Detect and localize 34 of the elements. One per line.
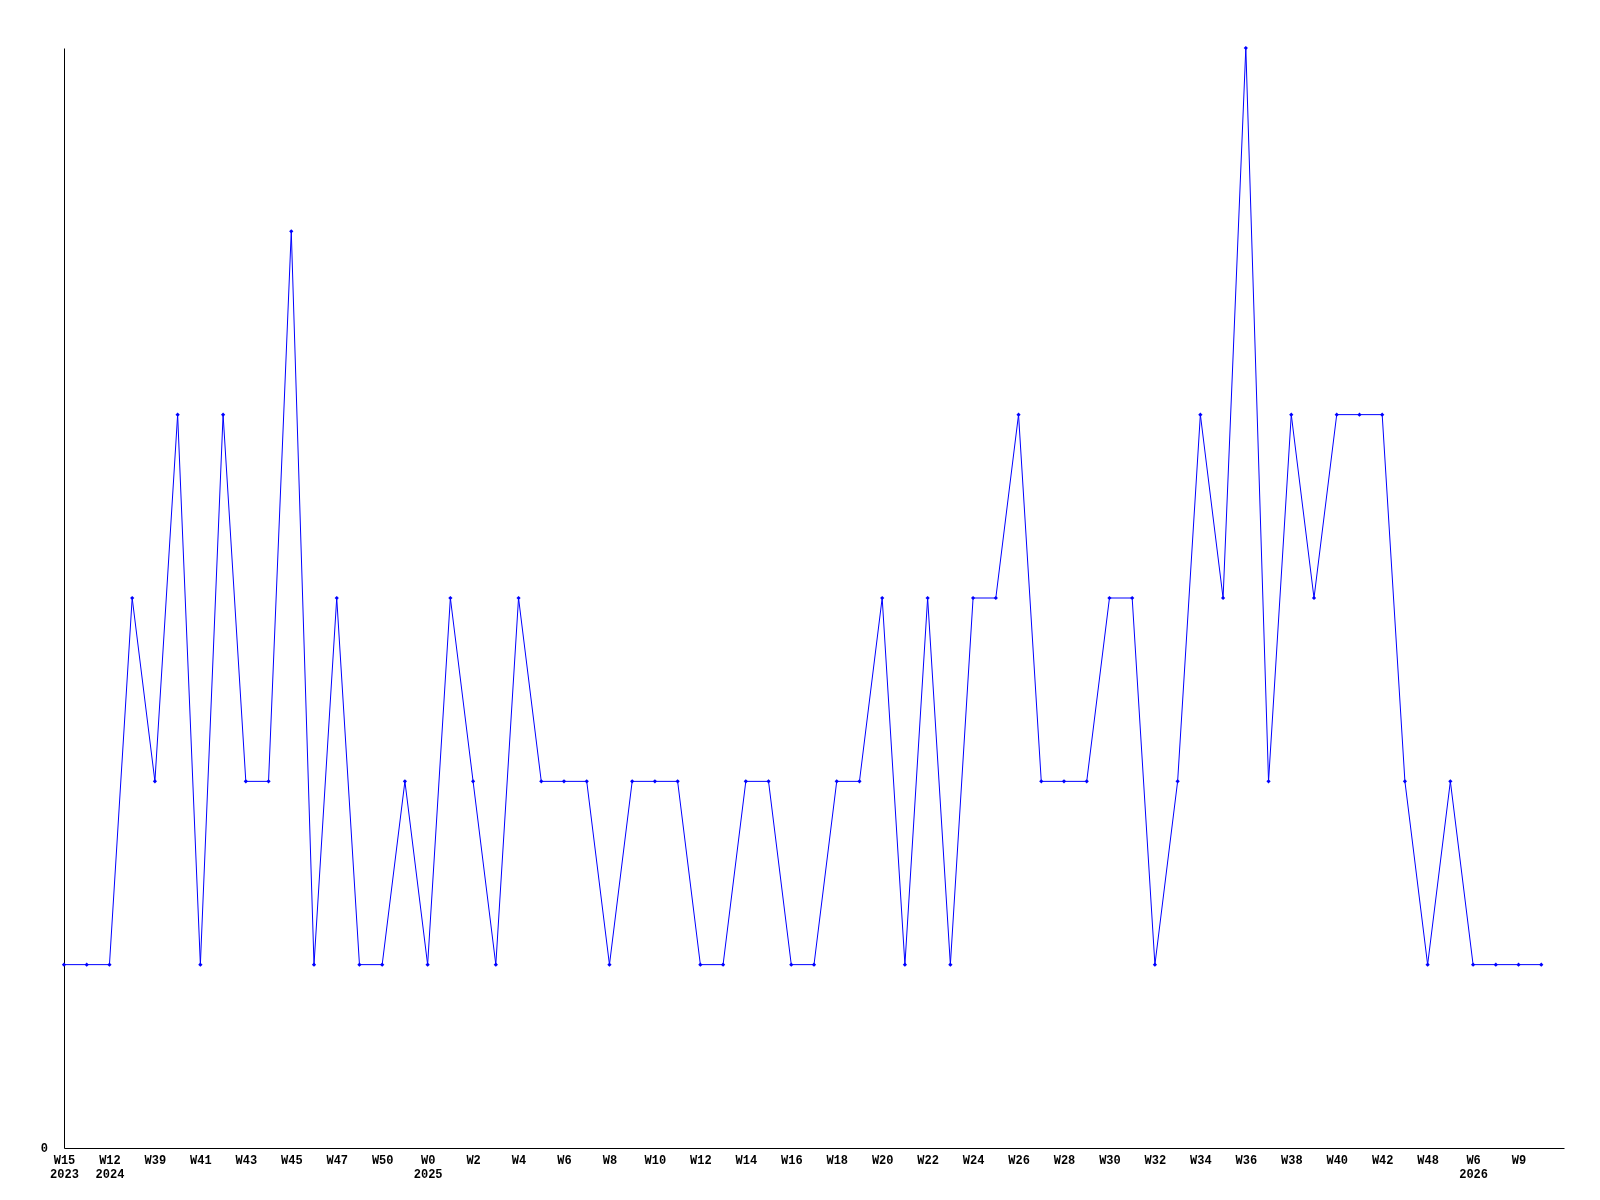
x-tick-label: W30 (1099, 1153, 1121, 1168)
x-tick-label: W24 (962, 1153, 985, 1168)
x-tick-label: W40 (1326, 1153, 1349, 1168)
x-tick-label: W32 (1144, 1153, 1167, 1168)
x-tick-label: W6 (557, 1153, 572, 1168)
x-tick-label: W14 (735, 1153, 758, 1168)
x-tick-label: W16 (780, 1153, 803, 1168)
x-tick-label: W36 (1235, 1153, 1258, 1168)
x-tick-label: W50 (371, 1153, 394, 1168)
x-tick-label: W47 (326, 1153, 349, 1168)
text: 0 (40, 1142, 48, 1156)
x-tick-label: W8 (602, 1153, 618, 1168)
x-tick-label: W20 (871, 1153, 894, 1168)
x-tick-label: W0 2025 (413, 1153, 443, 1182)
x-tick-label: W22 (917, 1153, 939, 1168)
x-tick-label: W39 (144, 1153, 167, 1168)
x-tick-label: W10 (644, 1153, 667, 1168)
x-tick-label: W12 (690, 1153, 712, 1168)
x-tick-label: W26 (1008, 1153, 1030, 1168)
x-tick-label: W28 (1053, 1153, 1076, 1168)
x-tick-label: W41 (190, 1153, 212, 1168)
x-tick-label: W18 (826, 1153, 849, 1168)
x-tick-label: W45 (280, 1153, 303, 1168)
x-tick-label: W12 2024 (95, 1153, 125, 1182)
x-tick-label: W6 2026 (1459, 1153, 1488, 1182)
x-tick-label: W9 (1511, 1153, 1527, 1168)
x-tick-label: W38 (1280, 1153, 1303, 1168)
x-tick-label: W48 (1417, 1153, 1439, 1168)
x-tick-label: W15 2023 (50, 1153, 79, 1182)
x-tick-label: W43 (235, 1153, 258, 1168)
x-tick-label: W4 (511, 1153, 527, 1168)
x-tick-label: W34 (1190, 1153, 1212, 1168)
x-tick-label: W42 (1371, 1153, 1394, 1168)
x-tick-label: W2 (466, 1153, 481, 1168)
